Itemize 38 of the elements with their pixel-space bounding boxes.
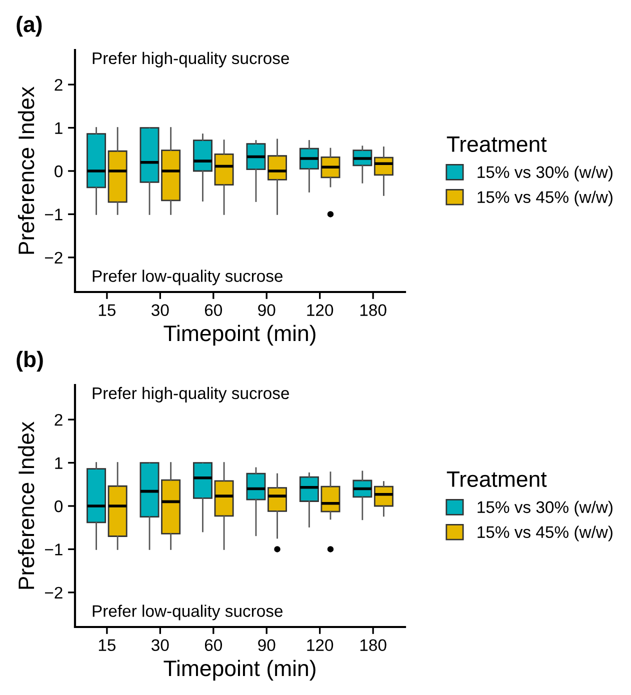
x-tick-label: 60: [204, 304, 222, 316]
legend-label: 15% vs 45% (w/w): [478, 190, 612, 206]
chart-title: (b): [16, 350, 43, 372]
annotation: Prefer low-quality sucrose: [92, 604, 282, 620]
y-tick-label: −2: [45, 252, 62, 264]
x-tick-label: 120: [307, 639, 334, 652]
y-axis-title: Preference Index: [18, 86, 34, 254]
legend-title: Treatment: [446, 472, 547, 488]
x-tick-label: 30: [152, 639, 169, 652]
y-tick-label: 2: [54, 78, 62, 91]
legend-label: 15% vs 30% (w/w): [478, 166, 612, 182]
y-tick-label: 0: [54, 500, 63, 512]
legend-label: 15% vs 45% (w/w): [478, 526, 612, 542]
legend-title: Treatment: [446, 136, 547, 152]
y-tick-label: −1: [45, 208, 62, 220]
x-tick-label: 180: [360, 304, 386, 316]
y-axis-title: Preference Index: [18, 422, 34, 589]
x-tick-label: 15: [98, 304, 116, 316]
legend-label: 15% vs 30% (w/w): [478, 500, 612, 516]
x-axis-title: Timepoint (min): [164, 324, 316, 346]
annotation: Prefer high-quality sucrose: [92, 52, 289, 68]
x-tick-label: 90: [258, 304, 276, 316]
x-tick-label: 180: [360, 639, 386, 652]
y-tick-label: 1: [55, 122, 62, 134]
y-tick-label: 1: [55, 457, 62, 469]
x-tick-label: 90: [258, 639, 276, 652]
y-tick-label: −2: [45, 586, 62, 598]
x-tick-label: 120: [307, 304, 334, 316]
y-tick-label: 2: [54, 414, 62, 426]
y-tick-label: 0: [54, 165, 63, 178]
x-axis-title: Timepoint (min): [164, 660, 316, 681]
x-tick-label: 60: [204, 639, 222, 652]
x-tick-label: 30: [152, 304, 169, 316]
y-tick-label: −1: [45, 544, 62, 556]
annotation: Prefer high-quality sucrose: [92, 386, 289, 402]
chart-title: (a): [16, 16, 42, 37]
annotation: Prefer low-quality sucrose: [92, 270, 282, 286]
x-tick-label: 15: [98, 639, 116, 652]
